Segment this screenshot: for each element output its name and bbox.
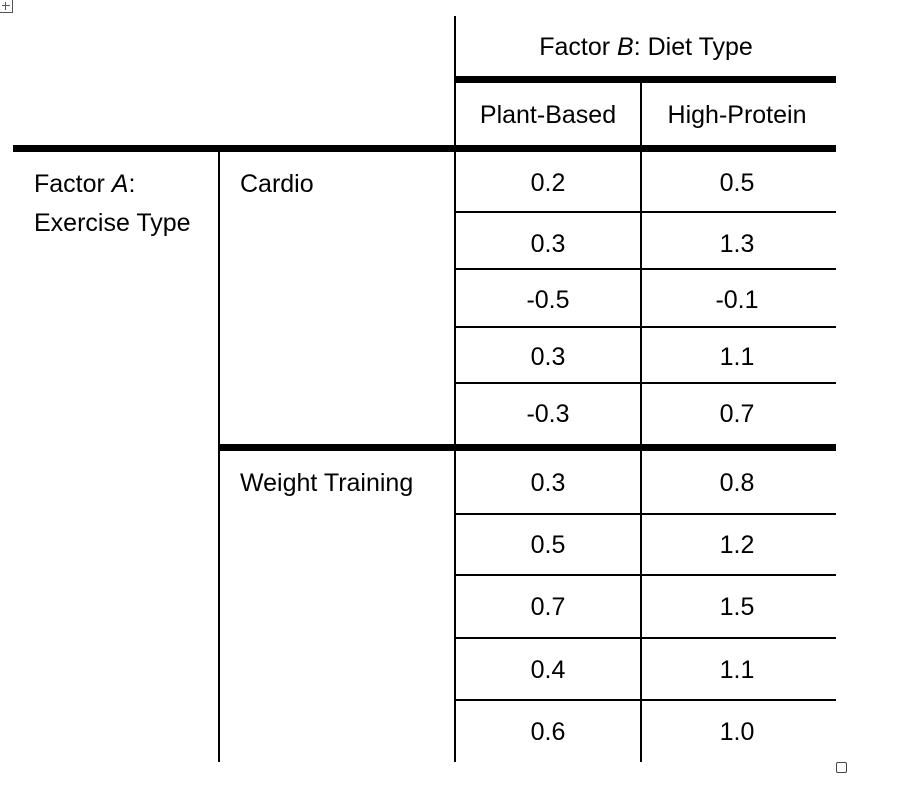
row-divider	[455, 211, 836, 213]
row-divider	[455, 699, 836, 701]
table-cell: 0.3	[530, 343, 566, 371]
table-cell: -0.1	[715, 286, 759, 314]
table-cell: 0.5	[530, 531, 566, 559]
table-cell: 1.0	[719, 718, 755, 746]
group-label-weight-training: Weight Training	[240, 469, 414, 497]
table-cell: 1.1	[719, 656, 755, 684]
column-divider	[454, 16, 456, 762]
table-cell: 0.3	[530, 230, 566, 258]
row-divider	[455, 513, 836, 515]
row-divider	[455, 382, 836, 384]
table-cell: -0.5	[526, 286, 570, 314]
table-cell: 0.5	[719, 169, 755, 197]
table-cell: 0.7	[530, 593, 566, 621]
rule-under-factor-b	[455, 76, 836, 83]
table-cell: 0.7	[719, 400, 755, 428]
table-cell: -0.3	[526, 400, 570, 428]
column-header-plant-based: Plant-Based	[479, 101, 617, 129]
table-cell: 1.1	[719, 343, 755, 371]
table-cell: 0.4	[530, 656, 566, 684]
table-cell: 1.5	[719, 593, 755, 621]
row-divider	[455, 574, 836, 576]
rule-between-groups	[219, 444, 836, 451]
rule-under-column-headers	[13, 145, 836, 152]
table-cell: 0.3	[530, 469, 566, 497]
table-cell: 1.2	[719, 531, 755, 559]
row-divider	[455, 326, 836, 328]
table-cell: 0.8	[719, 469, 755, 497]
table-move-handle-icon[interactable]	[0, 0, 13, 13]
table-cell: 0.2	[530, 169, 566, 197]
column-header-high-protein: High-Protein	[667, 101, 807, 129]
row-divider	[455, 268, 836, 270]
factor-b-header: Factor B: Diet Type	[539, 33, 753, 61]
factor-a-header: Factor A:	[34, 170, 136, 198]
table-cell: 0.6	[530, 718, 566, 746]
column-divider	[218, 148, 220, 762]
table-resize-handle-icon[interactable]	[836, 762, 847, 773]
table-cell: 1.3	[719, 230, 755, 258]
group-label-cardio: Cardio	[240, 170, 314, 198]
row-divider	[455, 637, 836, 639]
column-divider	[640, 81, 642, 762]
factor-a-subheader: Exercise Type	[34, 209, 191, 237]
